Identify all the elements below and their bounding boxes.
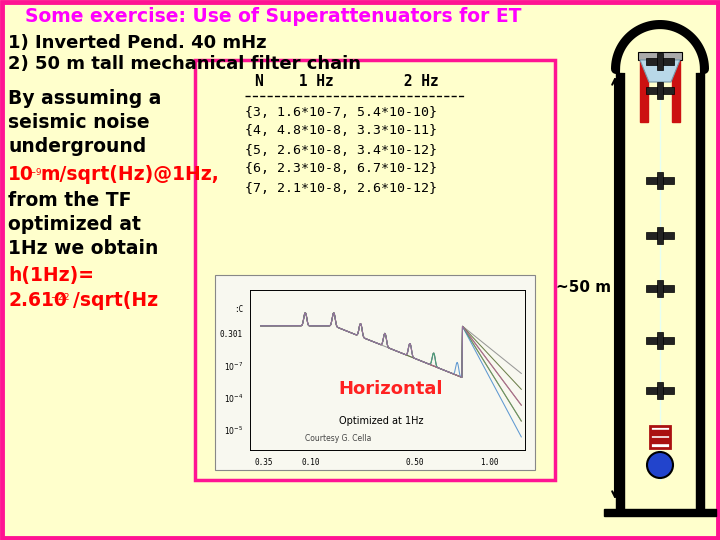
Bar xyxy=(646,177,674,184)
Text: Horizontal: Horizontal xyxy=(338,380,444,398)
Text: {7, 2.1*10-8, 2.6*10-12}: {7, 2.1*10-8, 2.6*10-12} xyxy=(245,181,437,194)
Text: {3, 1.6*10-7, 5.4*10-10}: {3, 1.6*10-7, 5.4*10-10} xyxy=(245,105,437,118)
Bar xyxy=(651,430,669,435)
Text: {6, 2.3*10-8, 6.7*10-12}: {6, 2.3*10-8, 6.7*10-12} xyxy=(245,163,437,176)
Text: By assuming a: By assuming a xyxy=(8,89,161,107)
Bar xyxy=(672,54,680,122)
Polygon shape xyxy=(640,60,680,82)
Bar xyxy=(640,54,648,122)
Text: :C: :C xyxy=(234,305,243,314)
Bar xyxy=(696,69,704,510)
Bar xyxy=(638,52,682,60)
Text: seismic noise: seismic noise xyxy=(8,112,150,132)
Text: 0.35: 0.35 xyxy=(254,458,273,467)
Text: Some exercise: Use of Superattenuators for ET: Some exercise: Use of Superattenuators f… xyxy=(25,8,521,26)
Bar xyxy=(624,69,696,510)
Text: 0.301: 0.301 xyxy=(220,330,243,339)
Text: $10^{-4}$: $10^{-4}$ xyxy=(224,393,243,405)
Text: underground: underground xyxy=(8,137,146,156)
Text: 1) Inverted Pend. 40 mHz: 1) Inverted Pend. 40 mHz xyxy=(8,34,266,52)
Text: {5, 2.6*10-8, 3.4*10-12}: {5, 2.6*10-8, 3.4*10-12} xyxy=(245,144,437,157)
Bar xyxy=(646,285,674,292)
Bar xyxy=(657,382,663,399)
Bar xyxy=(646,87,674,94)
Text: 0.10: 0.10 xyxy=(301,458,320,467)
Text: 1.00: 1.00 xyxy=(480,458,498,467)
Bar xyxy=(646,387,674,394)
Text: h(1Hz)=: h(1Hz)= xyxy=(8,266,94,285)
Bar xyxy=(646,58,674,65)
Text: $10^{-5}$: $10^{-5}$ xyxy=(224,424,243,437)
Bar xyxy=(657,332,663,349)
Text: N    1 Hz        2 Hz: N 1 Hz 2 Hz xyxy=(255,75,438,90)
Bar xyxy=(616,69,624,510)
Circle shape xyxy=(647,452,673,478)
Bar xyxy=(657,227,663,244)
Bar xyxy=(646,232,674,239)
Text: from the TF: from the TF xyxy=(8,191,132,210)
Text: 2) 50 m tall mechanical filter chain: 2) 50 m tall mechanical filter chain xyxy=(8,55,361,73)
Text: $^{-9}$: $^{-9}$ xyxy=(28,168,42,181)
Text: ~50 m: ~50 m xyxy=(556,280,611,295)
Bar xyxy=(646,337,674,344)
Text: 2.610: 2.610 xyxy=(8,291,67,309)
Text: 10: 10 xyxy=(8,165,34,185)
Bar xyxy=(657,53,663,70)
Text: $^{-22}$: $^{-22}$ xyxy=(50,294,70,307)
Text: /sqrt(Hz: /sqrt(Hz xyxy=(73,291,158,309)
Text: optimized at: optimized at xyxy=(8,214,141,233)
Text: Optimized at 1Hz: Optimized at 1Hz xyxy=(339,416,423,426)
Bar xyxy=(651,438,669,443)
Bar xyxy=(657,280,663,297)
Bar xyxy=(657,82,663,99)
Bar xyxy=(650,426,670,448)
Bar xyxy=(657,172,663,189)
Text: Courtesy G. Cella: Courtesy G. Cella xyxy=(305,434,371,443)
Text: 0.50: 0.50 xyxy=(406,458,424,467)
FancyBboxPatch shape xyxy=(195,60,555,480)
Text: 1Hz we obtain: 1Hz we obtain xyxy=(8,239,158,258)
Text: {4, 4.8*10-8, 3.3*10-11}: {4, 4.8*10-8, 3.3*10-11} xyxy=(245,125,437,138)
Text: $10^{-7}$: $10^{-7}$ xyxy=(224,361,243,373)
Text: m/sqrt(Hz)@1Hz,: m/sqrt(Hz)@1Hz, xyxy=(41,165,220,185)
Bar xyxy=(604,509,716,516)
Bar xyxy=(215,275,535,470)
